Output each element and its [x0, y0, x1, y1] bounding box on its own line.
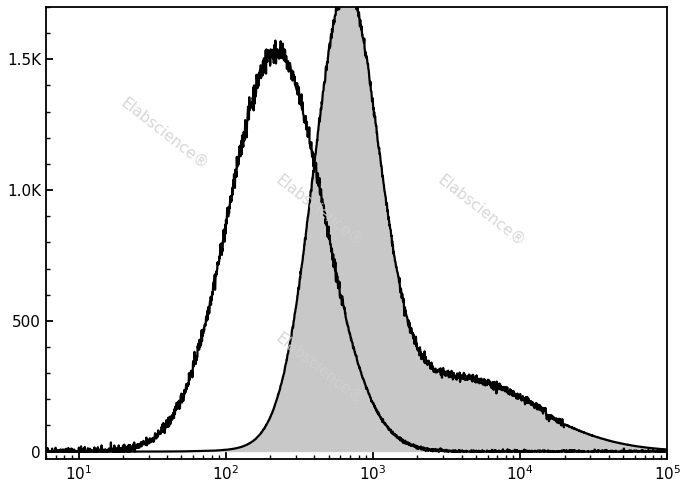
Text: Elabscience®: Elabscience®: [435, 172, 528, 249]
Text: Elabscience®: Elabscience®: [118, 95, 211, 172]
Text: Elabscience®: Elabscience®: [273, 330, 366, 408]
Text: Elabscience®: Elabscience®: [273, 172, 366, 249]
